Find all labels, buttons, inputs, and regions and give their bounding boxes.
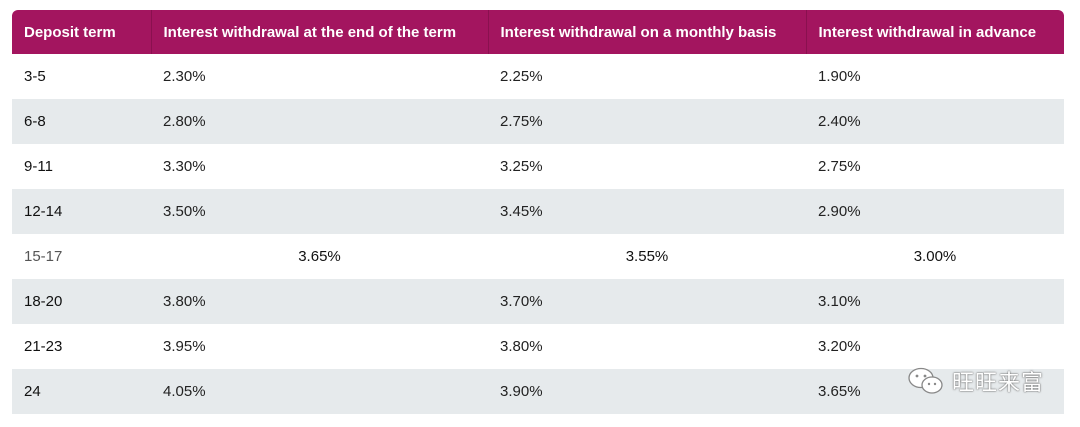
deposit-rate-table: Deposit term Interest withdrawal at the …: [12, 10, 1064, 414]
table-row: 24 4.05% 3.90% 3.65%: [12, 369, 1064, 414]
rate-monthly-cell: 3.90%: [488, 369, 806, 414]
table-row: 15-17 3.65% 3.55% 3.00%: [12, 234, 1064, 279]
rate-monthly-cell: 3.80%: [500, 338, 543, 355]
table-row: 3-5 2.30% 2.25% 1.90%: [12, 54, 1064, 99]
term-cell: 24: [12, 369, 151, 414]
rate-in-advance-cell: 2.75%: [818, 158, 861, 175]
wechat-icon: [906, 366, 946, 396]
rate-monthly-cell: 2.75%: [488, 99, 806, 144]
rate-end-of-term-cell: 3.95%: [163, 338, 206, 355]
rate-in-advance-cell: 2.90%: [806, 189, 1064, 234]
table-row: 18-20 3.80% 3.70% 3.10%: [12, 279, 1064, 324]
rate-in-advance-cell: 1.90%: [818, 68, 861, 85]
term-cell: 12-14: [12, 189, 151, 234]
rate-monthly-cell: 3.70%: [488, 279, 806, 324]
rate-monthly-cell: 3.45%: [488, 189, 806, 234]
rate-end-of-term-cell: 3.65%: [298, 248, 341, 265]
term-cell: 3-5: [24, 68, 46, 85]
header-deposit-term: Deposit term: [12, 10, 152, 54]
term-cell: 9-11: [24, 158, 53, 175]
rate-monthly-cell: 3.55%: [625, 248, 669, 265]
term-cell: 6-8: [12, 99, 151, 144]
rate-in-advance-cell: 3.00%: [913, 248, 957, 265]
term-cell: 21-23: [24, 338, 63, 355]
table-row: 21-23 3.95% 3.80% 3.20%: [12, 324, 1064, 369]
term-cell: 15-17: [24, 248, 63, 265]
rate-monthly-cell: 2.25%: [500, 68, 543, 85]
table-row: 6-8 2.80% 2.75% 2.40%: [12, 99, 1064, 144]
rate-end-of-term-cell: 4.05%: [151, 369, 488, 414]
header-end-of-term: Interest withdrawal at the end of the te…: [151, 10, 489, 54]
rate-in-advance-cell: 3.10%: [806, 279, 1064, 324]
watermark-text: 旺旺来富: [951, 371, 1044, 396]
rate-monthly-cell: 3.25%: [500, 158, 543, 175]
rate-end-of-term-cell: 3.50%: [151, 189, 488, 234]
table-row: 9-11 3.30% 3.25% 2.75%: [12, 144, 1064, 189]
term-cell: 18-20: [12, 279, 151, 324]
rate-end-of-term-cell: 3.80%: [151, 279, 488, 324]
table-header-row: Deposit term Interest withdrawal at the …: [12, 10, 1064, 54]
rate-in-advance-cell: 3.20%: [818, 338, 861, 355]
rate-end-of-term-cell: 3.30%: [163, 158, 206, 175]
rate-in-advance-cell: 2.40%: [806, 99, 1064, 144]
rate-end-of-term-cell: 2.30%: [163, 68, 206, 85]
header-in-advance: Interest withdrawal in advance: [806, 10, 1064, 54]
watermark: 旺旺来富: [906, 365, 1044, 397]
table-row: 12-14 3.50% 3.45% 2.90%: [12, 189, 1064, 234]
header-monthly: Interest withdrawal on a monthly basis: [488, 10, 807, 54]
rate-end-of-term-cell: 2.80%: [151, 99, 488, 144]
